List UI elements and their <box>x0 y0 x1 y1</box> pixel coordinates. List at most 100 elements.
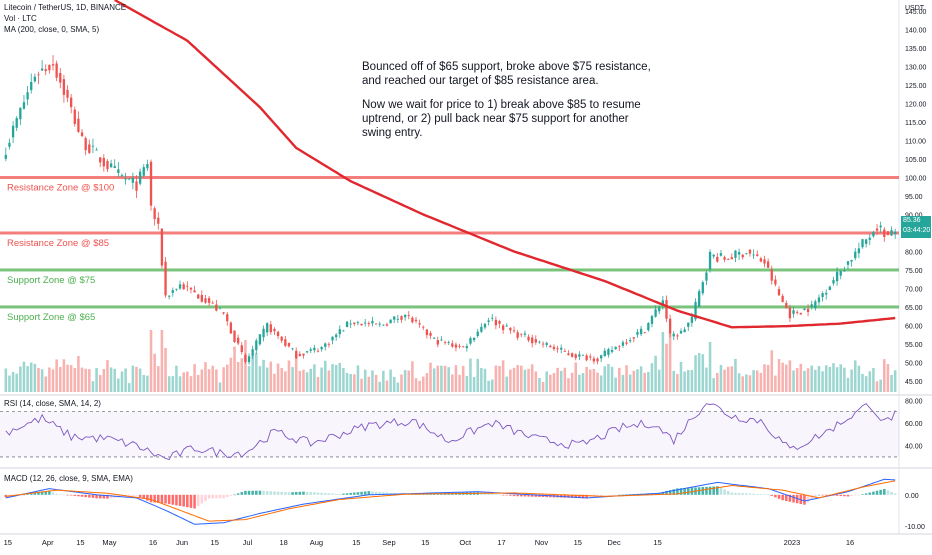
candle-body <box>62 79 66 95</box>
volume-bars <box>4 330 897 392</box>
candle-body <box>872 231 875 237</box>
volume-bar <box>628 374 632 392</box>
volume-bar <box>160 330 164 392</box>
volume-bar <box>774 375 777 392</box>
volume-bar <box>893 370 897 392</box>
volume-bar <box>414 378 418 392</box>
candle-body <box>349 323 352 325</box>
macd-hist-bar <box>523 494 527 497</box>
volume-bar <box>469 358 472 392</box>
time-tick-label: 16 <box>846 538 854 547</box>
candle-body <box>273 329 276 332</box>
macd-hist-bar <box>774 494 777 498</box>
volume-bar <box>215 369 218 392</box>
candle-body <box>324 343 327 347</box>
macd-hist-bar <box>298 491 302 495</box>
volume-bar <box>167 376 171 392</box>
macd-hist-bar <box>766 494 770 496</box>
volume-bar <box>106 360 109 392</box>
candle-body <box>153 208 156 220</box>
volume-bar <box>487 380 490 392</box>
volume-bar <box>567 378 570 392</box>
macd-hist-bar <box>182 494 185 507</box>
macd-hist-bar <box>726 491 730 495</box>
time-tick-label: Oct <box>459 538 472 547</box>
candle-body <box>774 279 777 285</box>
candle-body <box>11 125 15 138</box>
volume-indicator-label: Vol · LTC <box>4 14 37 23</box>
macd-hist-bar <box>745 493 748 495</box>
candle-body <box>480 326 483 332</box>
macd-hist-bar <box>752 493 755 495</box>
volume-bar <box>66 364 69 392</box>
volume-bar <box>400 374 403 392</box>
candle-body <box>382 324 385 326</box>
volume-bar <box>643 372 646 392</box>
candle-body <box>389 319 392 324</box>
volume-bar <box>255 352 258 392</box>
candle-body <box>676 335 679 337</box>
volume-bar <box>683 371 686 392</box>
bar-countdown: 03:44:20 <box>903 227 931 234</box>
macd-hist-bar <box>567 494 570 498</box>
candle-body <box>756 254 759 256</box>
candle-body <box>146 163 149 169</box>
price-tick-label: 115.00 <box>905 120 926 127</box>
candle-body <box>131 177 135 183</box>
price-tick-label: 135.00 <box>905 46 927 53</box>
volume-bar <box>697 353 701 392</box>
macd-hist-bar <box>868 492 872 495</box>
candle-body <box>621 342 625 346</box>
volume-bar <box>29 362 33 392</box>
price-tick-label: 130.00 <box>905 65 927 72</box>
candle-body <box>385 324 389 326</box>
volume-bar <box>835 367 839 392</box>
level-line-resistance <box>0 231 899 235</box>
candle-body <box>501 325 505 331</box>
candle-body <box>287 343 291 347</box>
candle-body <box>821 293 824 298</box>
volume-bar <box>258 366 262 392</box>
candle-body <box>4 154 7 159</box>
volume-bar <box>153 353 156 392</box>
volume-bar <box>890 374 893 392</box>
volume-bar <box>229 357 233 392</box>
macd-hist-bar <box>748 493 752 495</box>
volume-bar <box>883 359 886 392</box>
volume-bar <box>385 380 389 392</box>
volume-bar <box>269 361 273 392</box>
candle-body <box>498 321 501 324</box>
candle-body <box>407 315 410 316</box>
macd-hist-bar <box>200 494 204 504</box>
candle-body <box>737 252 741 255</box>
candle-body <box>168 295 171 297</box>
candle-body <box>371 320 374 324</box>
volume-bar <box>247 366 251 392</box>
volume-bar <box>516 365 519 392</box>
candle-body <box>19 107 22 120</box>
candle-body <box>683 329 686 333</box>
macd-hist-bar <box>661 491 665 495</box>
candle-body <box>149 161 153 206</box>
volume-bar <box>788 360 792 392</box>
candle-body <box>200 295 204 302</box>
volume-bar <box>164 348 167 392</box>
candle-body <box>835 271 839 282</box>
candle-body <box>650 316 654 324</box>
price-tick-label: 100.00 <box>905 176 927 183</box>
candle-body <box>825 292 828 295</box>
macd-hist-bar <box>244 490 247 495</box>
volume-bar <box>418 380 421 392</box>
time-tick-label: May <box>102 538 116 547</box>
rsi-tick-label: 60.00 <box>905 421 923 428</box>
candle-body <box>331 336 334 341</box>
candle-body <box>233 330 236 342</box>
candle-body <box>37 74 40 76</box>
volume-bar <box>668 332 672 392</box>
macd-hist-bar <box>360 491 363 495</box>
macd-hist-bar <box>857 494 861 496</box>
price-tick-label: 120.00 <box>905 102 927 109</box>
volume-bar <box>58 367 62 392</box>
volume-bar <box>581 373 585 392</box>
volume-bar <box>403 370 407 392</box>
